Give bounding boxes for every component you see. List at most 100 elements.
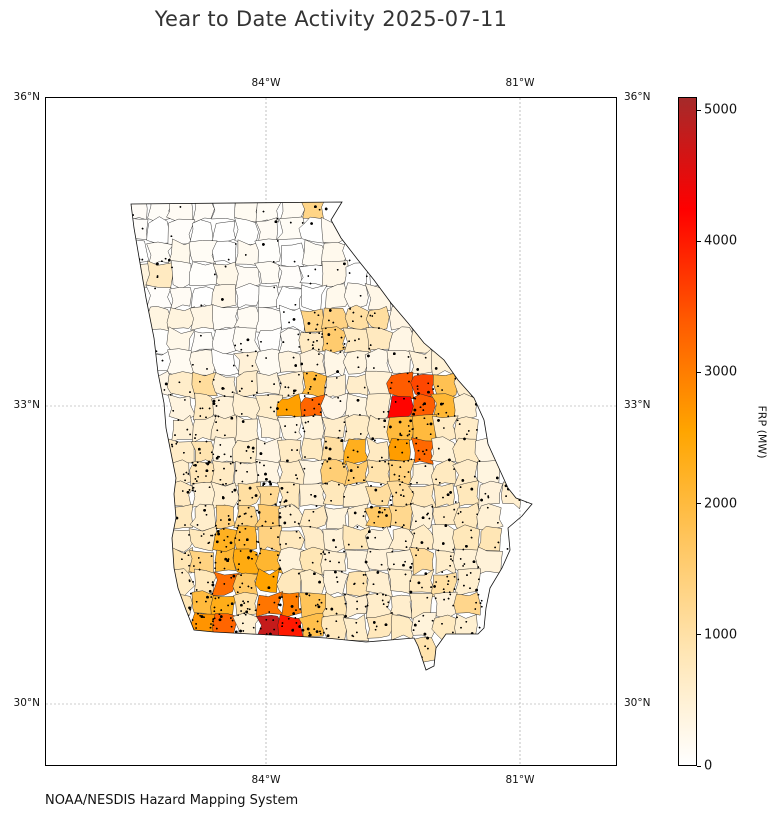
fire-detection-point (255, 634, 257, 637)
fire-detection-point (316, 323, 319, 326)
fire-detection-point (207, 542, 210, 544)
fire-detection-point (494, 546, 496, 549)
fire-detection-point (252, 626, 255, 629)
fire-detection-point (325, 608, 328, 610)
county-shape (255, 202, 284, 224)
county-shape (344, 459, 370, 487)
fire-detection-point (393, 473, 396, 476)
fire-detection-point (400, 494, 402, 496)
map-title: Year to Date Activity 2025-07-11 (154, 7, 508, 31)
fire-detection-point (181, 558, 183, 560)
fire-detection-point (212, 618, 214, 620)
fire-detection-point (278, 567, 282, 571)
fire-detection-point (338, 561, 340, 564)
map-canvas[interactable] (46, 98, 617, 766)
fire-detection-point (274, 503, 277, 506)
fire-detection-point (406, 442, 408, 445)
fire-detection-point (243, 612, 246, 615)
fire-detection-point (390, 381, 393, 384)
fire-detection-point (316, 340, 318, 342)
fire-detection-point (394, 401, 397, 403)
fire-detection-point (440, 402, 443, 406)
fire-detection-point (196, 524, 199, 526)
fire-detection-point (235, 469, 238, 472)
fire-detection-point (247, 556, 250, 559)
county-shape (276, 216, 306, 241)
fire-detection-point (189, 433, 191, 436)
fire-detection-point (276, 407, 279, 410)
fire-detection-point (238, 563, 240, 565)
fire-detection-point (241, 522, 243, 525)
fire-detection-point (349, 469, 353, 472)
fire-detection-point (272, 575, 275, 578)
fire-detection-point (367, 354, 370, 358)
fire-detection-point (406, 434, 409, 437)
county-shape (211, 571, 240, 596)
fire-detection-point (407, 356, 410, 358)
fire-detection-point (217, 597, 220, 599)
fire-detection-point (288, 321, 290, 324)
fire-detection-point (262, 484, 264, 487)
fire-detection-point (339, 400, 342, 402)
fire-detection-point (343, 550, 345, 553)
fire-detection-point (295, 609, 297, 611)
fire-detection-point (326, 342, 329, 345)
fire-detection-point (417, 662, 421, 666)
fire-detection-point (212, 470, 214, 472)
fire-detection-point (415, 437, 418, 439)
fire-detection-point (225, 483, 227, 485)
fire-detection-point (339, 351, 342, 353)
map-frame[interactable] (45, 97, 617, 766)
fire-detection-point (336, 581, 339, 583)
county-shape (432, 415, 459, 442)
fire-detection-point (288, 618, 290, 620)
fire-detection-point (469, 386, 471, 389)
county-shape (211, 460, 235, 486)
fire-detection-point (195, 627, 197, 629)
fire-detection-point (422, 403, 425, 406)
fire-detection-point (137, 265, 139, 267)
fire-detection-point (452, 604, 455, 607)
fire-detection-point (386, 605, 388, 608)
county-shape (344, 304, 370, 331)
fire-detection-point (263, 442, 266, 445)
fire-detection-point (406, 372, 409, 375)
fire-detection-point (417, 449, 420, 452)
fire-detection-point (391, 612, 393, 614)
fire-detection-point (191, 619, 194, 621)
fire-detection-point (277, 240, 279, 242)
fire-detection-point (263, 464, 265, 467)
lat-tick-right-36: 36°N (624, 91, 651, 103)
county-shape (254, 568, 280, 593)
fire-detection-point (424, 465, 427, 467)
county-shape (477, 459, 500, 486)
fire-detection-point (302, 427, 305, 430)
fire-detection-point (195, 589, 198, 591)
fire-detection-point (387, 601, 390, 604)
county-shape (365, 393, 392, 422)
fire-detection-point (204, 632, 207, 634)
fire-detection-point (374, 439, 376, 442)
fire-detection-point (309, 526, 312, 528)
fire-detection-point (196, 461, 199, 464)
fire-detection-point (301, 222, 304, 224)
fire-detection-point (507, 474, 509, 476)
fire-detection-point (304, 421, 307, 424)
fire-detection-point (366, 536, 369, 540)
fire-detection-point (355, 622, 358, 624)
county-shape (299, 483, 327, 507)
fire-detection-point (435, 478, 437, 481)
fire-detection-point (382, 603, 385, 605)
fire-detection-point (373, 367, 375, 369)
fire-detection-point (456, 419, 459, 422)
county-shape (210, 595, 238, 617)
county-shape (301, 284, 328, 312)
fire-detection-point (402, 563, 405, 567)
county-shape (321, 614, 348, 642)
fire-detection-point (220, 615, 223, 618)
fire-detection-point (404, 560, 406, 563)
fire-detection-point (422, 409, 425, 411)
fire-detection-point (289, 505, 291, 507)
fire-detection-point (251, 558, 253, 560)
fire-detection-point (211, 451, 213, 454)
